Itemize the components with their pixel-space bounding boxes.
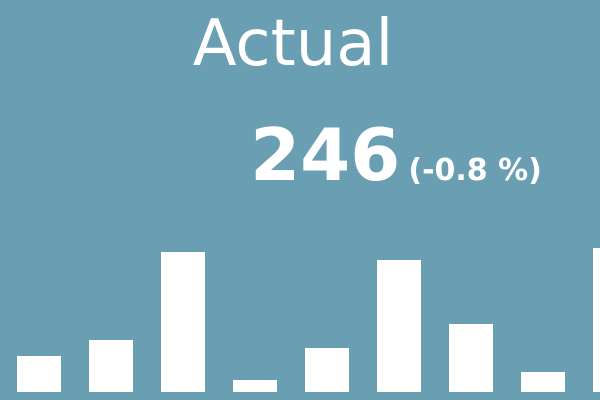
bar [17,356,61,392]
kpi-line: 246 (-0.8 %) [0,110,600,220]
bar [233,380,277,392]
bar [161,252,205,392]
bar [521,372,565,392]
bar [593,248,600,392]
kpi-title: Actual [192,7,394,81]
bar [89,340,133,392]
bar [449,324,493,392]
kpi-change: (-0.8 %) [408,153,542,188]
bar [377,260,421,392]
bar [305,348,349,392]
kpi-value: 246 [250,113,401,197]
